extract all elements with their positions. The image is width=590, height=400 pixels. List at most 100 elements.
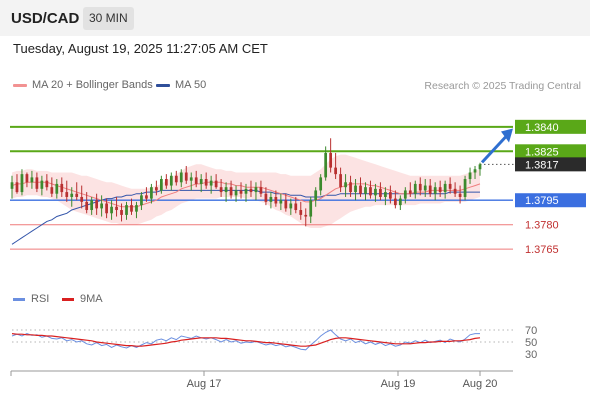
ma50-swatch — [156, 83, 170, 87]
candle-body — [120, 210, 123, 215]
candle-body — [125, 205, 128, 215]
candle-body — [224, 187, 228, 193]
candle-body — [204, 179, 208, 186]
candle-body — [50, 187, 54, 194]
candle-body — [478, 164, 482, 170]
x-tick-label-Aug 20: Aug 20 — [463, 378, 498, 390]
legend-ma50: MA 50 — [156, 79, 206, 91]
level-tag-1.3825 — [515, 144, 586, 159]
candle-body — [239, 190, 243, 194]
candle-body — [254, 187, 258, 193]
timestamp: Tuesday, August 19, 2025 11:27:05 AM CET — [13, 41, 268, 56]
level-label-1.3840: 1.3840 — [525, 122, 559, 134]
candle-body — [115, 206, 118, 211]
candle-body — [169, 175, 173, 186]
candle-body — [214, 180, 218, 188]
candle-body — [234, 190, 238, 196]
candle-body — [194, 177, 198, 184]
candle-body — [140, 195, 143, 206]
candle-body — [403, 190, 407, 199]
candle-body — [145, 195, 148, 199]
candle-body — [90, 200, 94, 211]
candle-body — [199, 179, 203, 184]
level-tag-1.3840 — [515, 119, 586, 134]
candle-body — [95, 200, 99, 209]
candle-body — [408, 190, 412, 194]
candle-body — [110, 206, 113, 214]
candle-body — [35, 177, 39, 189]
candle-body — [70, 193, 74, 197]
candle-body — [458, 193, 462, 197]
candle-body — [364, 187, 367, 194]
candle-body — [329, 152, 333, 168]
candle-body — [40, 180, 44, 189]
candle-body — [289, 203, 293, 209]
rsi-label: RSI — [31, 293, 50, 305]
candle-body — [219, 187, 223, 193]
level-tag-1.3795 — [515, 193, 586, 208]
candle-body — [443, 183, 447, 193]
legend-ma20: MA 20 + Bollinger Bands — [13, 79, 153, 91]
candle-body — [339, 174, 342, 188]
candle-body — [80, 196, 84, 202]
candle-body — [15, 182, 19, 193]
candle-body — [105, 203, 108, 214]
candle-body — [264, 193, 268, 202]
candle-body — [334, 167, 337, 175]
candle-body — [379, 188, 382, 197]
candle-body — [413, 183, 417, 194]
candle-body — [398, 198, 402, 206]
candle-body — [433, 187, 437, 194]
candle-body — [279, 200, 283, 204]
x-tick-label-Aug 17: Aug 17 — [187, 378, 222, 390]
x-tick-label-Aug 19: Aug 19 — [381, 378, 416, 390]
candle-body — [418, 183, 422, 191]
candle-body — [369, 187, 372, 196]
candle-body — [159, 179, 163, 191]
candle-body — [428, 185, 432, 194]
candle-body — [229, 187, 233, 196]
ma50-label: MA 50 — [175, 79, 207, 91]
candle-body — [249, 188, 253, 193]
candle-body — [60, 183, 64, 193]
candle-body — [130, 205, 133, 212]
candle-body — [284, 200, 288, 209]
candle-body — [179, 172, 183, 183]
candle-body — [448, 183, 452, 189]
candle-body — [374, 188, 377, 196]
candle-body — [25, 174, 29, 183]
ma9-swatch — [62, 297, 74, 301]
level-label-1.3825: 1.3825 — [525, 146, 559, 158]
candle-body — [299, 210, 303, 215]
candle-body — [189, 177, 193, 181]
candle-body — [453, 188, 457, 194]
level-label-1.3795: 1.3795 — [525, 195, 559, 207]
rsi-swatch — [13, 297, 25, 301]
ma20-swatch — [13, 83, 27, 87]
candle-body — [174, 175, 178, 183]
candle-body — [463, 179, 467, 197]
forecast-arrow-shaft — [480, 135, 508, 164]
candle-body — [65, 192, 69, 197]
candle-body — [309, 200, 313, 217]
ma20-label: MA 20 + Bollinger Bands — [32, 79, 153, 91]
credit-text: Research © 2025 Trading Central — [424, 80, 581, 92]
candle-body — [473, 169, 477, 173]
ma9-label: 9MA — [80, 293, 103, 305]
symbol-title: USD/CAD — [11, 10, 80, 27]
candle-body — [259, 187, 263, 194]
candle-body — [389, 192, 392, 199]
candle-body — [344, 182, 347, 188]
candle-body — [468, 172, 472, 180]
rsi-tick-70: 70 — [525, 325, 537, 337]
level-label-1.3780: 1.3780 — [525, 220, 559, 232]
candle-body — [155, 187, 158, 191]
timeframe-button[interactable]: 30 MIN — [83, 7, 134, 30]
rsi-tick-50: 50 — [525, 337, 537, 349]
candle-body — [319, 177, 323, 191]
candle-body — [269, 196, 273, 202]
forecast-arrow-head — [501, 128, 513, 143]
last-price-label: 1.3817 — [525, 159, 559, 171]
candle-body — [354, 185, 357, 193]
